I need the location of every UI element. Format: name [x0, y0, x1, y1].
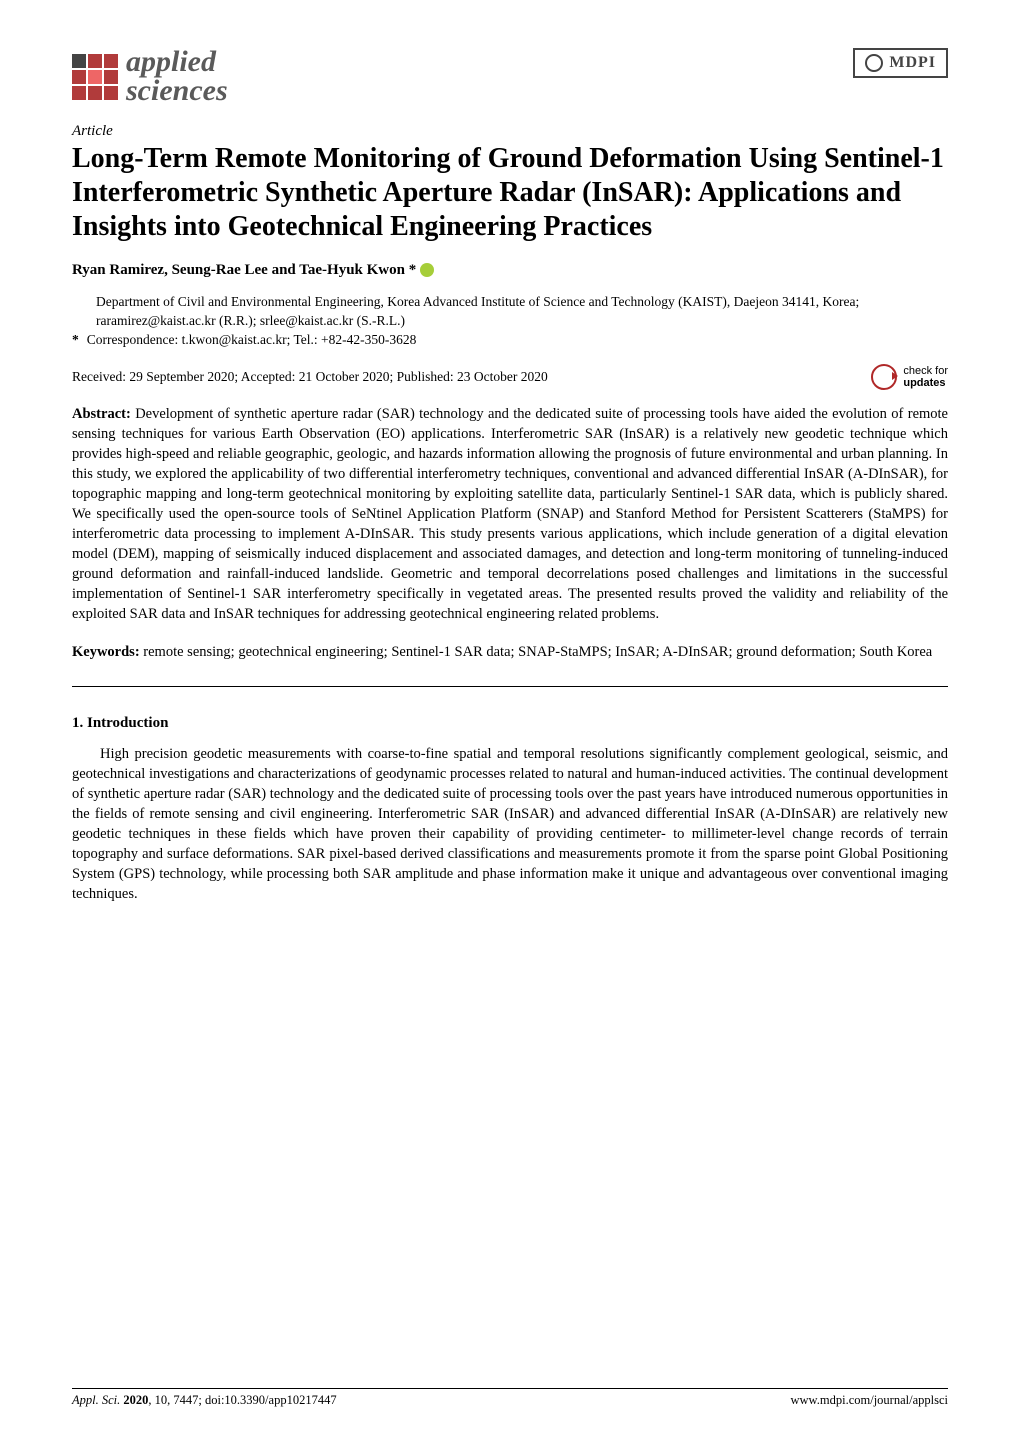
authors-line: Ryan Ramirez, Seung-Rae Lee and Tae-Hyuk…: [72, 262, 948, 279]
updates-line1: check for: [903, 365, 948, 377]
check-for-updates-badge[interactable]: check for updates: [871, 364, 948, 390]
updates-line2: updates: [903, 377, 945, 389]
journal-name: applied sciences: [126, 48, 228, 105]
orcid-icon[interactable]: [420, 263, 434, 277]
footer-year: 2020: [123, 1393, 148, 1407]
article-title: Long-Term Remote Monitoring of Ground De…: [72, 142, 948, 244]
journal-name-line2: sciences: [126, 77, 228, 106]
keywords: Keywords: remote sensing; geotechnical e…: [72, 642, 948, 662]
page-header: applied sciences MDPI: [72, 48, 948, 105]
updates-icon: [871, 364, 897, 390]
journal-logo-icon: [72, 54, 118, 100]
authors-text: Ryan Ramirez, Seung-Rae Lee and Tae-Hyuk…: [72, 262, 416, 278]
correspondence-text: Correspondence: t.kwon@kaist.ac.kr; Tel.…: [87, 332, 417, 347]
journal-logo: applied sciences: [72, 48, 228, 105]
footer-left: Appl. Sci. 2020, 10, 7447; doi:10.3390/a…: [72, 1393, 337, 1408]
section-divider: [72, 686, 948, 687]
abstract-label: Abstract:: [72, 406, 131, 422]
footer-citation: , 10, 7447; doi:10.3390/app10217447: [148, 1393, 336, 1407]
footer-right[interactable]: www.mdpi.com/journal/applsci: [791, 1393, 949, 1408]
abstract: Abstract: Development of synthetic apert…: [72, 404, 948, 624]
abstract-text: Development of synthetic aperture radar …: [72, 406, 948, 622]
keywords-text: remote sensing; geotechnical engineering…: [143, 644, 932, 660]
keywords-label: Keywords:: [72, 644, 140, 660]
article-type: Article: [72, 123, 948, 140]
correspondence-star: *: [72, 332, 79, 347]
updates-text: check for updates: [903, 365, 948, 389]
publisher-logo-text: MDPI: [889, 54, 936, 72]
page-footer: Appl. Sci. 2020, 10, 7447; doi:10.3390/a…: [72, 1388, 948, 1408]
publication-dates: Received: 29 September 2020; Accepted: 2…: [72, 369, 548, 385]
correspondence: * Correspondence: t.kwon@kaist.ac.kr; Tel…: [72, 332, 948, 348]
section-1-paragraph: High precision geodetic measurements wit…: [72, 744, 948, 904]
affiliation: Department of Civil and Environmental En…: [72, 293, 948, 329]
footer-journal-abbrev: Appl. Sci.: [72, 1393, 120, 1407]
publisher-logo-icon: [865, 54, 883, 72]
publisher-logo: MDPI: [853, 48, 948, 78]
dates-row: Received: 29 September 2020; Accepted: 2…: [72, 364, 948, 390]
section-1-heading: 1. Introduction: [72, 715, 948, 732]
journal-name-line1: applied: [126, 48, 228, 77]
